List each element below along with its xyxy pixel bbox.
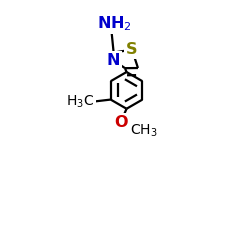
Text: NH$_2$: NH$_2$ [97, 14, 132, 33]
Text: O: O [114, 115, 128, 130]
Text: S: S [126, 42, 138, 57]
Text: N: N [107, 53, 120, 68]
Text: H$_3$C: H$_3$C [66, 93, 94, 110]
Text: CH$_3$: CH$_3$ [130, 123, 158, 139]
